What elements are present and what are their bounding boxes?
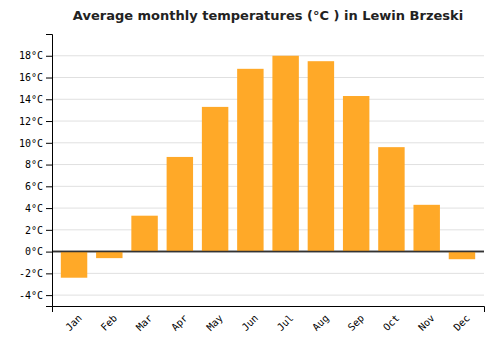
y-axis-line [46,35,53,307]
bar [343,96,369,252]
bar [378,147,404,251]
grid-line [52,164,484,165]
bar [272,56,298,252]
x-tick-label: Sep [346,312,367,333]
y-tick: -2°C [19,268,52,279]
y-tick: 12°C [19,116,52,127]
x-tick: Feb [99,312,120,333]
y-tick-mark [46,273,52,274]
y-tick-label: 14°C [19,94,43,105]
y-tick-mark [46,56,52,57]
y-tick-label: 2°C [25,225,43,236]
y-tick-label: 18°C [19,50,43,61]
y-tick-label: 16°C [19,72,43,83]
bar [96,252,122,259]
y-tick: 2°C [25,225,52,236]
x-tick: Sep [346,312,367,333]
x-axis-line [53,307,485,313]
x-tick-label: Jul [275,312,296,333]
grid-line [52,121,484,122]
x-tick-label: Jun [240,312,261,333]
y-tick: 18°C [19,50,52,61]
y-tick: 10°C [19,138,52,149]
x-tick: Jun [240,312,261,333]
x-tick: Apr [169,312,190,333]
y-tick-label: 6°C [25,181,43,192]
bar [413,205,439,252]
y-axis: -4°C -2°C 0°C 2°C 4°C 6°C 8°C 10°C 12°C 14°C 16°C 1… [19,35,53,307]
y-tick-mark [46,121,52,122]
y-tick-label: 8°C [25,159,43,170]
title: Average monthly temperatures (°C ) in Le… [73,8,463,23]
y-tick-mark [46,230,52,231]
y-tick-label: 10°C [19,138,43,149]
y-tick-mark [46,165,52,166]
y-tick: 0°C [25,246,52,257]
x-tick: Nov [416,312,437,333]
x-tick: Jan [63,312,84,333]
y-tick-label: 0°C [25,246,43,257]
x-axis: Jan Feb Mar Apr May Jun Jul Aug Sep Oct Nov Dec [53,307,485,333]
x-tick-label: Aug [310,312,331,333]
x-tick: Oct [381,312,402,333]
x-tick-label: Jan [63,312,84,333]
bar [61,252,87,278]
bar [449,252,475,260]
grid-line [52,142,484,143]
y-tick-mark [46,252,52,253]
y-tick-mark [46,78,52,79]
x-tick: Aug [310,312,331,333]
bar [237,69,263,252]
y-tick-label: 4°C [25,203,43,214]
y-tick: 6°C [25,181,52,192]
bar [308,61,334,251]
bars [61,56,475,278]
plot: -4°C -2°C 0°C 2°C 4°C 6°C 8°C 10°C 12°C 14°C 16°C 1… [19,35,485,333]
y-tick-mark [46,99,52,100]
y-tick-label: -2°C [19,268,43,279]
grid-line [52,55,484,56]
y-tick-mark [46,295,52,296]
zero-line [52,251,484,253]
y-tick: 16°C [19,72,52,83]
x-tick-label: May [204,312,225,333]
grid-line [52,273,484,274]
y-tick: 14°C [19,94,52,105]
x-tick: May [204,312,225,333]
x-tick: Mar [134,312,155,333]
y-tick-mark [46,186,52,187]
bar [167,157,193,252]
grid-line [52,77,484,78]
y-tick: -4°C [19,290,52,301]
chart: -4°C -2°C 0°C 2°C 4°C 6°C 8°C 10°C 12°C 14°C 16°C 1… [0,0,500,350]
zero-line [52,251,484,253]
y-tick-mark [46,143,52,144]
grid-line [52,295,484,296]
x-tick-label: Nov [416,312,437,333]
y-tick: 8°C [25,159,52,170]
x-tick: Jul [275,312,296,333]
x-tick-label: Dec [451,312,472,333]
grid-line [52,186,484,187]
x-tick-label: Mar [134,312,155,333]
y-tick-label: 12°C [19,116,43,127]
grid-line [52,99,484,100]
x-tick-label: Oct [381,312,402,333]
bar [131,216,157,252]
x-tick: Dec [451,312,472,333]
x-tick-label: Apr [169,312,190,333]
grid [52,56,484,295]
y-tick: 4°C [25,203,52,214]
bar [202,107,228,252]
x-tick-label: Feb [99,312,120,333]
y-tick-label: -4°C [19,290,43,301]
y-tick-mark [46,208,52,209]
